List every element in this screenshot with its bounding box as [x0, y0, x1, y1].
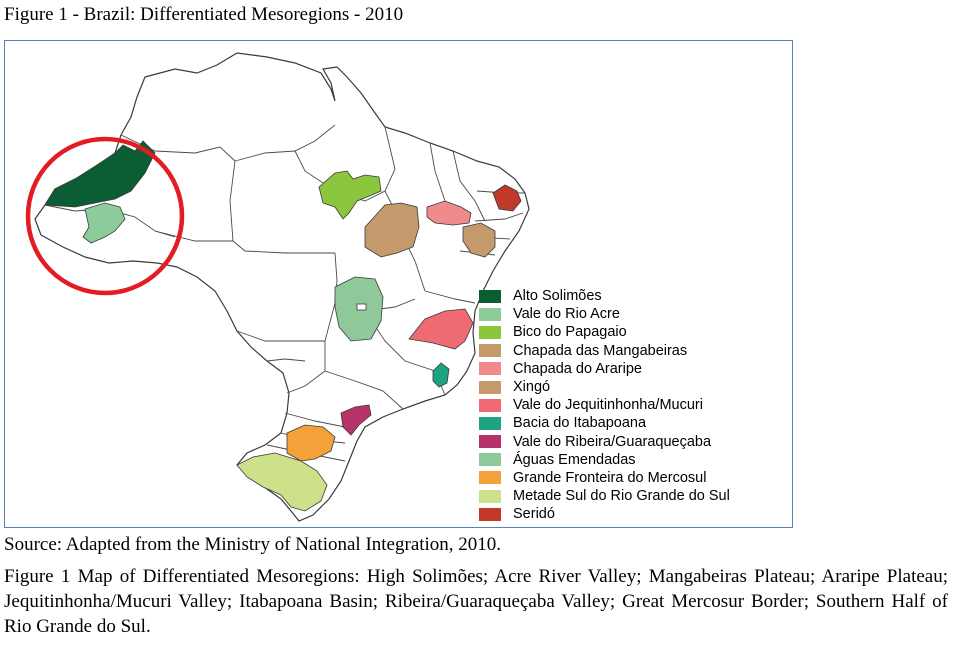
region-vale-do-rio-acre — [82, 202, 126, 244]
legend-label: Grande Fronteira do Mercosul — [513, 469, 707, 486]
legend-item: Metade Sul do Rio Grande do Sul — [479, 487, 730, 505]
legend-swatch — [479, 325, 501, 339]
region-bacia-do-itabapoana — [432, 362, 450, 388]
legend-label: Águas Emendadas — [513, 451, 636, 468]
map-legend: Alto Solimões Vale do Rio Acre Bico do Pap… — [479, 287, 730, 523]
region-grande-fronteira-do-mercosul — [286, 424, 336, 462]
legend-swatch — [479, 435, 501, 449]
region-serido — [492, 184, 522, 212]
legend-swatch — [479, 289, 501, 303]
legend-label: Vale do Jequitinhonha/Mucuri — [513, 397, 703, 414]
legend-swatch — [479, 362, 501, 376]
legend-item: Seridó — [479, 505, 730, 523]
legend-swatch — [479, 344, 501, 358]
figure-caption: Figure 1 Map of Differentiated Mesoregio… — [4, 566, 948, 637]
region-chapada-do-araripe — [426, 200, 472, 226]
legend-label: Xingó — [513, 378, 551, 395]
legend-swatch — [479, 507, 501, 521]
legend-label: Vale do Rio Acre — [513, 306, 620, 323]
legend-label: Alto Solimões — [513, 288, 602, 304]
legend-item: Bacia do Itabapoana — [479, 414, 730, 432]
legend-swatch — [479, 398, 501, 412]
federal-district — [356, 303, 367, 311]
legend-item: Chapada das Mangabeiras — [479, 342, 730, 360]
legend-label: Bico do Papagaio — [513, 324, 627, 341]
legend-label: Chapada das Mangabeiras — [513, 342, 688, 359]
legend-swatch — [479, 380, 501, 394]
map-frame: Alto Solimões Vale do Rio Acre Bico do Pap… — [4, 40, 793, 528]
legend-swatch — [479, 471, 501, 485]
region-alto-solimoes — [44, 140, 156, 208]
figure-source: Source: Adapted from the Ministry of Nat… — [4, 534, 502, 555]
legend-item: Grande Fronteira do Mercosul — [479, 469, 730, 487]
region-vale-do-jequitinhonha-mucuri — [408, 308, 474, 350]
legend-item: Vale do Ribeira/Guaraqueçaba — [479, 433, 730, 451]
legend-item: Bico do Papagaio — [479, 323, 730, 341]
legend-label: Chapada do Araripe — [513, 360, 642, 377]
legend-item: Alto Solimões — [479, 287, 730, 305]
legend-swatch — [479, 416, 501, 430]
region-chapada-das-mangabeiras — [364, 202, 420, 258]
legend-label: Seridó — [513, 506, 555, 523]
legend-swatch — [479, 307, 501, 321]
legend-label: Metade Sul do Rio Grande do Sul — [513, 488, 730, 505]
highlight-circle — [25, 136, 185, 296]
legend-item: Xingó — [479, 378, 730, 396]
legend-item: Chapada do Araripe — [479, 360, 730, 378]
legend-item: Vale do Rio Acre — [479, 305, 730, 323]
legend-label: Vale do Ribeira/Guaraqueçaba — [513, 433, 712, 450]
legend-label: Bacia do Itabapoana — [513, 415, 647, 432]
brazil-map — [25, 52, 530, 522]
region-xingo — [462, 222, 496, 258]
legend-item: Vale do Jequitinhonha/Mucuri — [479, 396, 730, 414]
region-bico-do-papagaio — [318, 170, 382, 220]
region-metade-sul-do-rio-grande-do-sul — [236, 452, 328, 512]
figure-title: Figure 1 - Brazil: Differentiated Mesore… — [4, 4, 404, 25]
brazil-outline — [34, 52, 530, 522]
region-vale-do-ribeira-guaraquecaba — [340, 404, 372, 436]
legend-item: Águas Emendadas — [479, 451, 730, 469]
legend-swatch — [479, 489, 501, 503]
legend-swatch — [479, 453, 501, 467]
